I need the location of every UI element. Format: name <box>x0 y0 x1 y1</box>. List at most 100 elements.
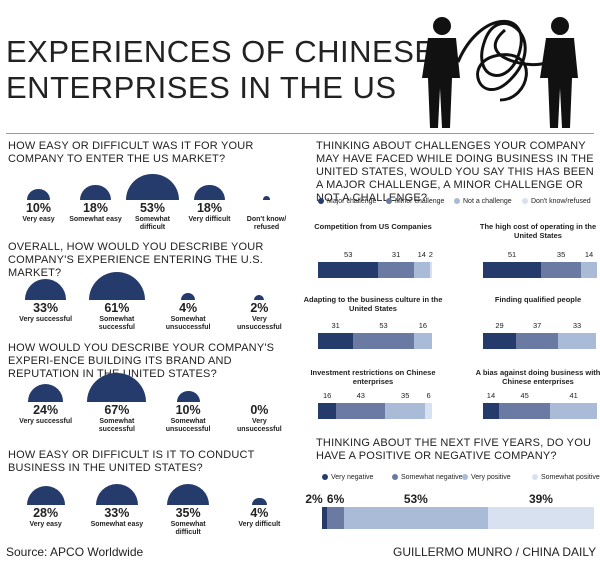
legend-swatch <box>318 198 324 204</box>
bar-value: 39% <box>528 492 553 506</box>
item-label: Somewhat successful <box>98 418 135 433</box>
semicircle <box>176 390 200 402</box>
value-label: 18% <box>82 201 109 215</box>
legend-swatch <box>322 474 328 480</box>
bar-segment <box>318 333 354 349</box>
item-label: Somewhat easy <box>69 216 122 223</box>
bar-segment <box>327 507 344 529</box>
bar-value: 35 <box>556 250 566 259</box>
value-label: 33% <box>33 301 59 315</box>
question: THINKING ABOUT THE NEXT FIVE YEARS, DO Y… <box>316 437 592 462</box>
value-label: 67% <box>104 403 130 417</box>
bar-segment <box>429 262 432 278</box>
bar-segment <box>318 403 337 419</box>
value-label: 10% <box>175 403 201 417</box>
bar-segment <box>336 403 386 419</box>
legend-swatch <box>392 474 398 480</box>
chart-title: Adapting to the business culture in the … <box>303 295 443 313</box>
bar-value: 29 <box>495 321 504 330</box>
legend-swatch <box>454 198 460 204</box>
value-label: 35% <box>175 506 201 520</box>
bar-value: 51 <box>507 250 517 259</box>
bar-segment <box>498 403 551 419</box>
value-label: 4% <box>179 301 198 315</box>
legend-label: Very positive <box>471 474 511 481</box>
value-label: 53% <box>139 201 166 215</box>
bar-value: 2% <box>305 492 323 506</box>
item-label: Don't know/ refused <box>246 216 287 231</box>
bar-value: 14 <box>584 250 594 259</box>
legend-swatch <box>462 474 468 480</box>
semicircle <box>252 497 267 505</box>
bar-segment <box>483 403 499 419</box>
bar-segment <box>318 262 379 278</box>
bar-value: 53 <box>379 321 388 330</box>
bar-segment <box>413 262 430 278</box>
chart-title: Finding qualified people <box>494 295 582 304</box>
bar-value: 53 <box>344 250 353 259</box>
item-label: Very successful <box>19 418 73 425</box>
bar-segment <box>581 262 597 278</box>
chart-title: The high cost of operating in the United… <box>479 222 597 240</box>
semicircle <box>194 184 225 200</box>
chart-title: A bias against doing business with Chine… <box>475 368 600 386</box>
bar-segment <box>413 333 432 349</box>
legend-entry: Major challenge <box>318 198 376 205</box>
legend-swatch <box>386 198 392 204</box>
illustration <box>422 17 578 128</box>
legend-entry: Somewhat positive <box>532 474 600 481</box>
bar-segment <box>541 262 582 278</box>
question: OVERALL, HOW WOULD YOU DESCRIBE YOUR COM… <box>8 241 264 279</box>
legend-label: Very negative <box>331 474 374 481</box>
bar-segment <box>550 403 597 419</box>
legend-label: Major challenge <box>327 198 377 205</box>
semicircle <box>27 384 64 402</box>
legend-entry: Very positive <box>462 474 511 481</box>
item-label: Very difficult <box>238 521 281 528</box>
legend-swatch <box>532 474 538 480</box>
bar-value: 45 <box>520 391 529 400</box>
bar-segment <box>483 262 542 278</box>
legend-swatch <box>522 198 528 204</box>
title-line: ENTERPRISES IN THE US <box>6 70 397 105</box>
question: HOW EASY OR DIFFICULT WAS IT FOR YOUR CO… <box>8 140 254 165</box>
bar-segment <box>516 333 559 349</box>
question: THINKING ABOUT CHALLENGES YOUR COMPANY M… <box>316 140 594 204</box>
legend-entry: Don't know/refused <box>522 198 591 205</box>
item-label: Very easy <box>22 216 55 223</box>
bar-segment <box>425 403 432 419</box>
item-label: Somewhat successful <box>98 316 135 331</box>
bar-value: 41 <box>569 391 578 400</box>
value-label: 2% <box>250 301 269 315</box>
bar-value: 14 <box>486 391 496 400</box>
semicircle <box>254 294 265 300</box>
bar-value: 6% <box>326 492 345 506</box>
bar-value: 31 <box>331 321 340 330</box>
legend-entry: Not a challenge <box>454 198 512 205</box>
item-label: Somewhat unsuccessful <box>165 418 211 433</box>
title-line: EXPERIENCES OF CHINESE <box>6 34 436 69</box>
bar-value: 16 <box>322 391 332 400</box>
question: HOW WOULD YOU DESCRIBE YOUR COMPANY'S EX… <box>8 342 275 380</box>
legend-label: Somewhat negative <box>401 474 463 481</box>
item-label: Very unsuccessful <box>237 316 282 331</box>
bar-value: 43 <box>356 391 365 400</box>
chart-title: Competition from US Companies <box>314 222 432 231</box>
legend-entry: Very negative <box>322 474 373 481</box>
question: HOW EASY OR DIFFICULT IS IT TO CONDUCT B… <box>8 449 255 474</box>
bar-segment <box>322 507 328 529</box>
semicircle <box>26 485 65 505</box>
bar-segment <box>385 403 426 419</box>
value-label: 18% <box>196 201 223 215</box>
item-label: Somewhat unsuccessful <box>165 316 211 331</box>
item-label: Somewhat easy <box>90 521 144 528</box>
bar-segment <box>487 507 594 529</box>
legend-entry: Minor challenge <box>386 198 444 205</box>
semicircle <box>80 184 111 200</box>
semicircle <box>24 279 67 300</box>
legend-label: Don't know/refused <box>531 198 591 205</box>
bar-segment <box>353 333 414 349</box>
bar-value: 6 <box>426 391 431 400</box>
item-label: Somewhat difficult <box>170 521 206 536</box>
